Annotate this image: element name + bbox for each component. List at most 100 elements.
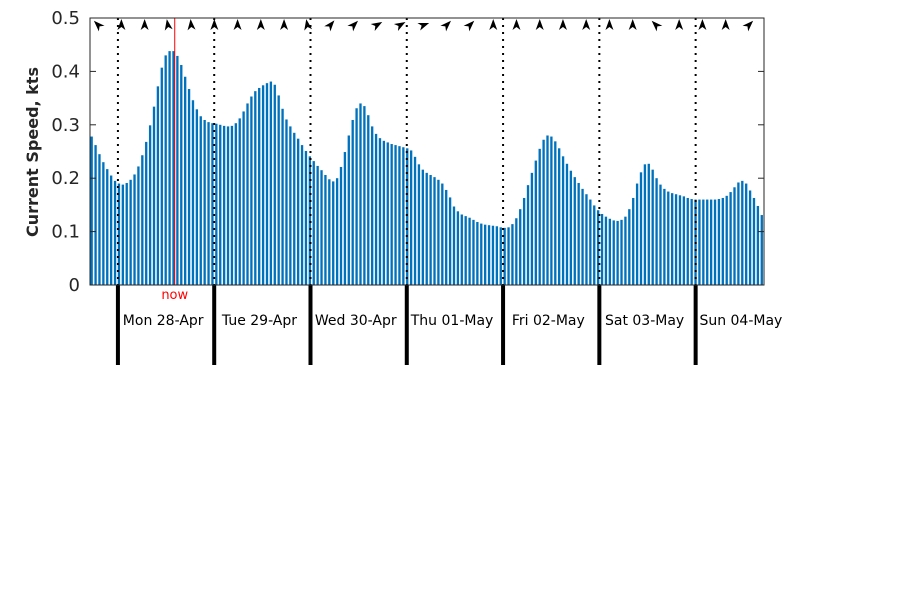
speed-bar [721, 197, 724, 285]
speed-bar [530, 172, 534, 285]
y-tick-label: 0.1 [51, 222, 80, 243]
speed-bar [90, 136, 93, 285]
speed-bar [647, 163, 650, 285]
speed-bar [207, 122, 210, 285]
speed-bar [561, 156, 565, 285]
speed-bar [542, 139, 545, 285]
speed-bar [106, 169, 109, 285]
speed-bar [713, 199, 717, 285]
speed-bar [113, 180, 117, 285]
speed-bar [390, 144, 393, 285]
speed-bar [98, 154, 101, 285]
speed-bar [234, 123, 237, 285]
speed-bar [258, 87, 261, 285]
speed-bar [203, 119, 206, 286]
speed-bar [409, 150, 413, 285]
speed-bar [133, 174, 136, 285]
day-label: Fri 02-May [512, 313, 585, 329]
direction-arrow-icon [463, 20, 475, 32]
speed-bar [577, 183, 580, 285]
speed-bar [250, 96, 253, 285]
speed-bar [102, 162, 105, 285]
speed-bar [129, 179, 132, 285]
speed-bar [433, 177, 436, 285]
direction-arrow-icon [117, 19, 126, 30]
speed-bar [468, 217, 471, 285]
speed-bar [565, 163, 569, 285]
direction-arrow-icon [558, 19, 567, 30]
speed-bar [585, 194, 588, 285]
speed-bar [620, 219, 623, 285]
day-separators [115, 18, 698, 365]
speed-bar [382, 140, 386, 285]
speed-bar [160, 67, 163, 285]
speed-bar [526, 185, 530, 285]
speed-bar [476, 221, 479, 285]
speed-bar [121, 184, 125, 285]
direction-arrow-icon [675, 19, 684, 30]
speed-bar [164, 55, 167, 285]
speed-bar [184, 76, 187, 286]
y-tick-label: 0.4 [51, 61, 80, 82]
speed-bar [445, 189, 448, 285]
speed-bar [659, 184, 662, 285]
direction-arrow-icon [164, 19, 173, 31]
y-tick-label: 0 [69, 275, 80, 296]
speed-bar [593, 205, 596, 285]
speed-bar [756, 205, 760, 285]
speed-bar [554, 141, 557, 285]
speed-bar [355, 108, 358, 285]
direction-arrow-icon [651, 20, 663, 32]
speed-bar [558, 148, 561, 285]
speed-bar [737, 182, 740, 285]
speed-bar [269, 81, 273, 285]
speed-bar [324, 175, 327, 285]
speed-bar [460, 214, 463, 285]
speed-bar [495, 226, 499, 285]
direction-arrow-icon [347, 20, 359, 32]
speed-bar [312, 161, 315, 285]
speed-bar [222, 125, 226, 286]
speed-bar [538, 148, 541, 285]
speed-bar [187, 89, 191, 286]
speed-bar [316, 165, 319, 285]
speed-bar [748, 190, 752, 285]
speed-bar [491, 225, 495, 285]
speed-bar [655, 178, 658, 285]
speed-bar [522, 197, 526, 285]
speed-bar [702, 199, 705, 285]
speed-bar [487, 225, 491, 285]
direction-arrow-icon [742, 20, 754, 32]
direction-arrows [93, 19, 754, 32]
speed-bar [328, 179, 331, 285]
speed-bar [632, 197, 635, 285]
speed-bar [378, 138, 382, 285]
bars-group [90, 51, 763, 286]
speed-bar [394, 145, 397, 285]
direction-arrow-icon [489, 19, 498, 30]
speed-bar [480, 223, 483, 285]
speed-bar [215, 123, 218, 285]
speed-bar [137, 166, 140, 285]
speed-bar [639, 172, 643, 285]
speed-bar [176, 55, 179, 285]
speed-bar [671, 193, 674, 285]
direction-arrow-icon [210, 19, 219, 30]
speed-bar [511, 224, 514, 285]
speed-bar [472, 219, 475, 285]
speed-bar [304, 150, 308, 285]
speed-bar [363, 106, 366, 285]
speed-bar [760, 215, 763, 285]
speed-bar [109, 175, 113, 285]
speed-bar [145, 141, 148, 285]
direction-arrow-icon [256, 19, 265, 30]
y-tick-label: 0.2 [51, 168, 80, 189]
y-axis-label: Current Speed, kts [23, 67, 42, 237]
speed-bar [296, 138, 300, 285]
speed-bar [503, 227, 506, 285]
speed-bar [94, 145, 97, 285]
speed-bar [682, 196, 686, 285]
speed-bar [406, 148, 409, 285]
speed-bar [745, 183, 748, 285]
